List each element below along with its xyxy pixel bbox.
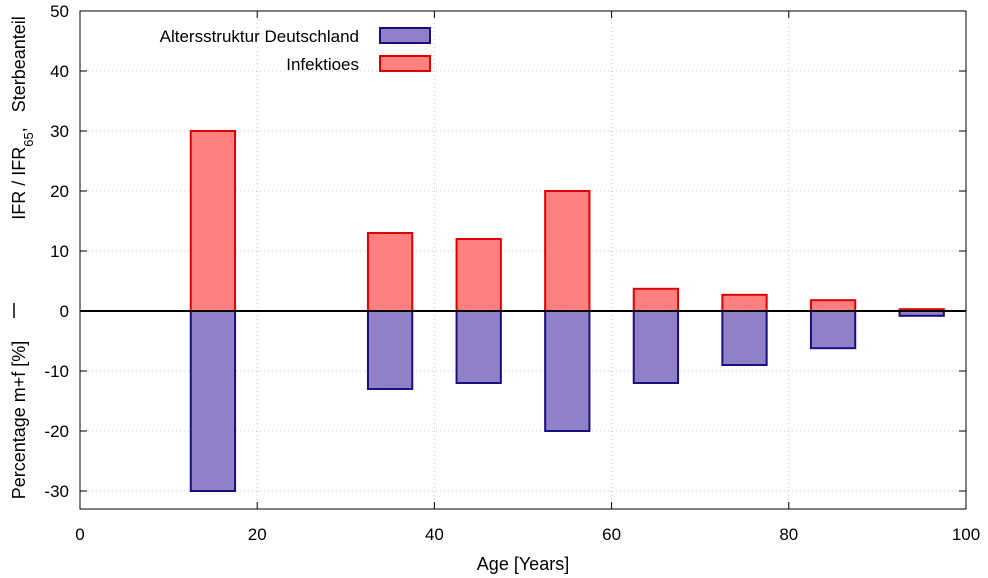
bar-altersstruktur: [544, 310, 591, 432]
bar-infektioes: [632, 287, 680, 312]
bar-altersstruktur: [189, 310, 237, 492]
y-tick-label: -20: [44, 422, 69, 441]
bar-altersstruktur: [721, 310, 768, 366]
grid-lines: [80, 11, 966, 509]
legend-label: Altersstruktur Deutschland: [160, 27, 359, 46]
bar-altersstruktur: [455, 310, 502, 384]
y-tick-label: 40: [50, 62, 69, 81]
legend-swatch: [379, 55, 431, 72]
legend-label: Infektioes: [286, 55, 359, 74]
y-axis-title-top: IFR / IFR65, Sterbeanteil: [9, 16, 36, 220]
x-tick-label: 60: [602, 525, 621, 544]
legend-swatch: [379, 27, 431, 44]
bar-infektioes: [189, 130, 237, 312]
y-tick-label: 10: [50, 242, 69, 261]
x-axis-title: Age [Years]: [477, 554, 569, 574]
bar-altersstruktur: [366, 310, 414, 390]
bar-altersstruktur: [809, 310, 857, 350]
plot-frame: [79, 10, 967, 510]
y-tick-label: 30: [50, 122, 69, 141]
x-tick-label: 20: [248, 525, 267, 544]
bar-infektioes: [809, 299, 857, 313]
y-axis-title-top-suffix: , Sterbeanteil: [9, 16, 29, 132]
x-tick-label: 100: [952, 525, 980, 544]
legend: Altersstruktur Deutschland Infektioes: [160, 27, 431, 74]
bar-infektioes: [721, 293, 768, 312]
axis-ticks: -30 -20 -10 0 10 20 30 40 50 0 20 40 60 80 100: [44, 2, 980, 544]
x-tick-label: 40: [425, 525, 444, 544]
bar-infektioes: [544, 190, 591, 312]
x-tick-label: 80: [779, 525, 798, 544]
y-tick-label: -30: [44, 482, 69, 501]
y-axis-title-top-sub: 65: [21, 132, 36, 146]
y-tick-label: 0: [60, 302, 69, 321]
y-axis-title-bottom: Percentage m+f [%]: [9, 341, 29, 500]
bar-altersstruktur: [632, 310, 680, 384]
y-tick-label: 20: [50, 182, 69, 201]
x-tick-label: 0: [75, 525, 84, 544]
y-axis-title-top-main: IFR / IFR: [9, 147, 29, 220]
y-tick-label: -10: [44, 362, 69, 381]
bar-infektioes: [455, 238, 502, 312]
y-tick-label: 50: [50, 2, 69, 21]
bar-infektioes: [366, 232, 414, 312]
